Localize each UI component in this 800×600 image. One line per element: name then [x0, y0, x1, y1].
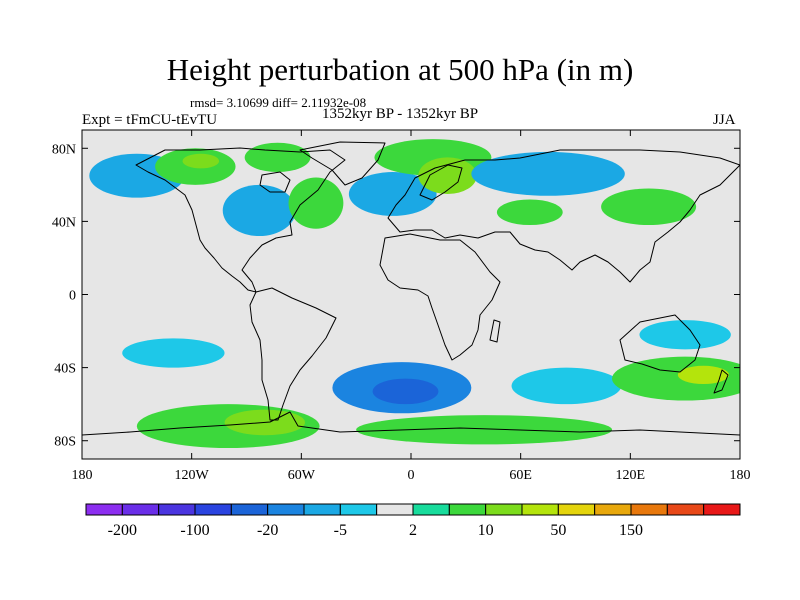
colorbar-swatch	[703, 503, 741, 516]
coastline-antarctica	[82, 411, 740, 436]
coastline-madagascar	[489, 319, 501, 343]
anomaly-east-asia-positive	[601, 188, 697, 226]
colorbar-swatch	[666, 503, 705, 516]
colorbar-swatch	[158, 503, 196, 516]
colorbar-swatch	[303, 503, 341, 516]
coastline-africa	[379, 233, 501, 361]
coastline-north-america	[135, 147, 346, 293]
anomaly-contour-fills	[89, 139, 740, 449]
season-label: JJA	[713, 112, 736, 128]
coastline-australia	[619, 314, 701, 373]
coastlines	[82, 141, 740, 436]
colorbar-swatch	[448, 503, 487, 516]
colorbar-swatch	[412, 503, 450, 516]
colorbar-label: -5	[334, 522, 347, 539]
colorbar-swatch	[521, 503, 559, 516]
colorbar-swatch	[267, 503, 305, 516]
anomaly-tasman-positive-core	[677, 365, 730, 385]
colorbar-label: 2	[409, 522, 417, 539]
anomaly-southern-ocean-positive	[356, 415, 613, 445]
lon-tick-label: 120W	[175, 468, 210, 483]
colorbar-swatch	[194, 503, 232, 516]
anomaly-central-asia-positive	[496, 199, 563, 226]
coastline-greenland	[299, 141, 386, 186]
anomaly-siberia-negative	[471, 151, 625, 196]
colorbar-swatch	[594, 503, 632, 516]
colorbar-swatch	[630, 503, 668, 516]
coastline-eurasia	[387, 149, 740, 283]
anomaly-indian-ocean-negative	[511, 367, 622, 405]
anomaly-scandinavia-positive	[418, 157, 477, 194]
map-axes: 180 120W 60W 0 60E 120E 180 80N 40N 0 40S 80S	[52, 130, 751, 483]
lon-tick-label: 60E	[509, 468, 532, 483]
colorbar-swatch	[339, 503, 378, 516]
lon-tick-label: 180	[72, 468, 93, 483]
colorbar-label: 50	[550, 522, 566, 539]
colorbar-label: 10	[478, 522, 494, 539]
coastline-hudson-bay	[259, 171, 291, 193]
coastline-scandinavia	[419, 164, 463, 201]
anomaly-south-atlantic-core	[372, 378, 439, 405]
coastline-south-america	[249, 287, 337, 421]
colorbar-label: -20	[257, 522, 278, 539]
lat-tick-label: 80S	[54, 435, 76, 450]
anomaly-alaska-core-positive	[182, 153, 220, 169]
lon-tick-label: 120E	[616, 468, 646, 483]
anomaly-north-america-negative	[222, 184, 296, 237]
coastline-new-zealand	[713, 369, 729, 394]
lon-tick-label: 60W	[288, 468, 316, 483]
colorbar-swatch	[557, 503, 596, 516]
lat-tick-label: 40S	[54, 362, 76, 377]
lat-tick-label: 80N	[52, 142, 76, 157]
colorbar-swatch	[485, 503, 523, 516]
colorbar-swatch	[376, 503, 414, 516]
colorbar: -200 -100 -20 -5 2 10 50 150	[85, 503, 741, 539]
period-label: 1352kyr BP - 1352kyr BP	[322, 106, 479, 122]
lat-tick-label: 40N	[52, 215, 76, 230]
figure-title: Height perturbation at 500 hPa (in m)	[166, 52, 634, 87]
anomaly-south-pacific-west-negative	[122, 338, 225, 368]
anomaly-west-pacific-negative	[639, 320, 731, 350]
anomaly-hudson-positive	[244, 142, 311, 173]
lon-tick-label: 180	[730, 468, 751, 483]
lon-tick-label: 0	[408, 468, 415, 483]
colorbar-label: 150	[619, 522, 643, 539]
colorbar-label: -200	[108, 522, 137, 539]
lat-tick-label: 0	[69, 289, 76, 304]
anomaly-west-atlantic-positive	[288, 177, 344, 229]
experiment-label: Expt = tFmCU-tEvTU	[82, 112, 218, 128]
colorbar-swatch	[121, 503, 160, 516]
colorbar-swatch	[230, 503, 269, 516]
colorbar-label: -100	[180, 522, 209, 539]
colorbar-swatch	[85, 503, 123, 516]
rmsd-diff-stats: rmsd= 3.10699 diff= 2.11932e-08	[190, 95, 367, 110]
anomaly-north-atlantic-negative	[348, 172, 437, 216]
